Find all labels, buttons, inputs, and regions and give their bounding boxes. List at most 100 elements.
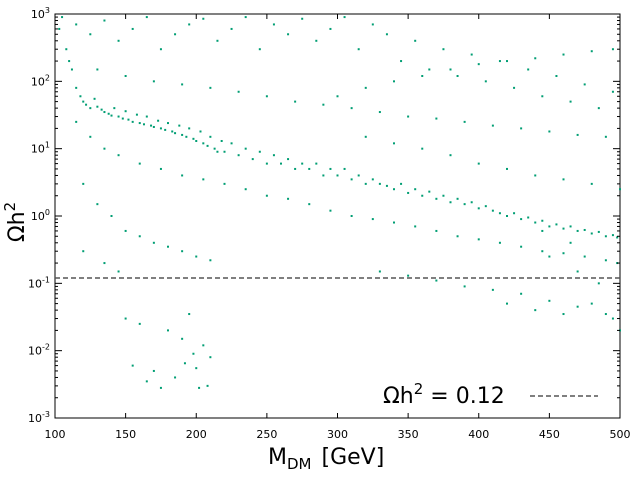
data-point	[287, 158, 290, 161]
data-point	[223, 150, 226, 153]
data-point	[329, 27, 332, 30]
data-point	[336, 174, 339, 177]
data-point	[103, 111, 106, 114]
data-point	[152, 80, 155, 83]
data-point	[435, 117, 438, 120]
data-point	[121, 117, 124, 120]
data-point	[534, 174, 537, 177]
data-point	[569, 100, 572, 103]
data-point	[209, 356, 212, 359]
data-point	[159, 167, 162, 170]
data-point	[428, 190, 431, 193]
data-point	[562, 252, 565, 255]
data-point	[385, 184, 388, 187]
data-point	[96, 105, 99, 108]
data-point	[548, 225, 551, 228]
y-axis-ticks: 10-3 10-2 10-1 100 101 102 103	[28, 6, 620, 425]
data-point	[513, 86, 516, 89]
data-point	[188, 127, 191, 130]
data-point	[583, 228, 586, 231]
data-point	[527, 68, 530, 71]
data-point	[393, 142, 395, 145]
data-point	[562, 53, 565, 56]
data-point	[378, 182, 381, 185]
data-point	[167, 245, 169, 248]
data-point	[400, 60, 403, 63]
legend-label-main: Ωh	[383, 384, 414, 409]
data-point	[181, 83, 184, 86]
data-point	[93, 97, 96, 100]
data-point	[216, 150, 219, 153]
data-point	[371, 178, 374, 181]
data-point	[142, 123, 145, 126]
data-point	[280, 162, 282, 165]
data-point	[195, 255, 198, 258]
data-point	[350, 178, 353, 181]
legend-label: Ωh2 = 0.12	[383, 380, 505, 409]
data-point	[192, 137, 195, 140]
data-point	[206, 144, 209, 147]
data-point	[171, 130, 174, 133]
data-point	[209, 135, 212, 138]
data-point	[407, 274, 410, 277]
y-axis-label-main: Ωh	[5, 211, 30, 242]
data-point	[428, 68, 431, 71]
data-point	[135, 113, 138, 116]
data-point	[470, 53, 473, 56]
data-point	[350, 107, 353, 110]
y-axis-label-sup: 2	[1, 202, 19, 212]
data-point	[251, 158, 254, 161]
data-point	[534, 221, 537, 224]
data-point	[89, 33, 92, 36]
data-point	[611, 234, 614, 237]
legend-label-sup: 2	[414, 380, 424, 398]
data-point	[393, 188, 395, 191]
plot-frame	[54, 13, 621, 419]
data-point	[244, 188, 247, 191]
data-point	[157, 119, 160, 122]
data-point	[195, 139, 198, 142]
data-point	[315, 162, 318, 165]
data-point	[85, 103, 88, 106]
data-point	[181, 250, 184, 253]
data-point	[541, 250, 544, 253]
y-tick-label: 100	[31, 208, 50, 223]
data-point	[237, 90, 240, 93]
data-point	[477, 63, 480, 66]
data-point	[188, 23, 191, 26]
y-tick-label: 10-3	[28, 410, 50, 425]
data-point	[75, 86, 78, 89]
data-point	[343, 167, 346, 170]
data-point	[569, 225, 572, 228]
data-point	[506, 60, 508, 63]
data-point	[449, 68, 452, 71]
data-point	[96, 68, 99, 71]
data-point	[513, 212, 516, 215]
data-point	[357, 174, 360, 177]
data-point	[541, 219, 544, 222]
data-point	[590, 182, 593, 185]
data-point	[555, 223, 558, 226]
data-point	[181, 174, 184, 177]
data-point	[449, 201, 452, 204]
data-point	[576, 305, 579, 308]
data-point	[548, 130, 551, 133]
data-point	[414, 188, 417, 191]
x-tick-label: 200	[186, 428, 207, 441]
data-point	[70, 68, 73, 71]
y-tick-label: 101	[31, 141, 50, 156]
data-point	[96, 203, 99, 206]
data-point	[414, 225, 417, 228]
data-point	[407, 115, 410, 118]
data-point	[590, 302, 593, 305]
data-point	[209, 259, 212, 262]
data-point	[414, 39, 417, 42]
data-point	[127, 118, 130, 121]
data-point	[265, 194, 268, 197]
data-point	[477, 162, 480, 165]
data-point	[470, 201, 473, 204]
data-point	[58, 27, 61, 30]
data-point	[138, 322, 141, 325]
data-point	[68, 60, 71, 63]
data-point	[75, 23, 78, 26]
